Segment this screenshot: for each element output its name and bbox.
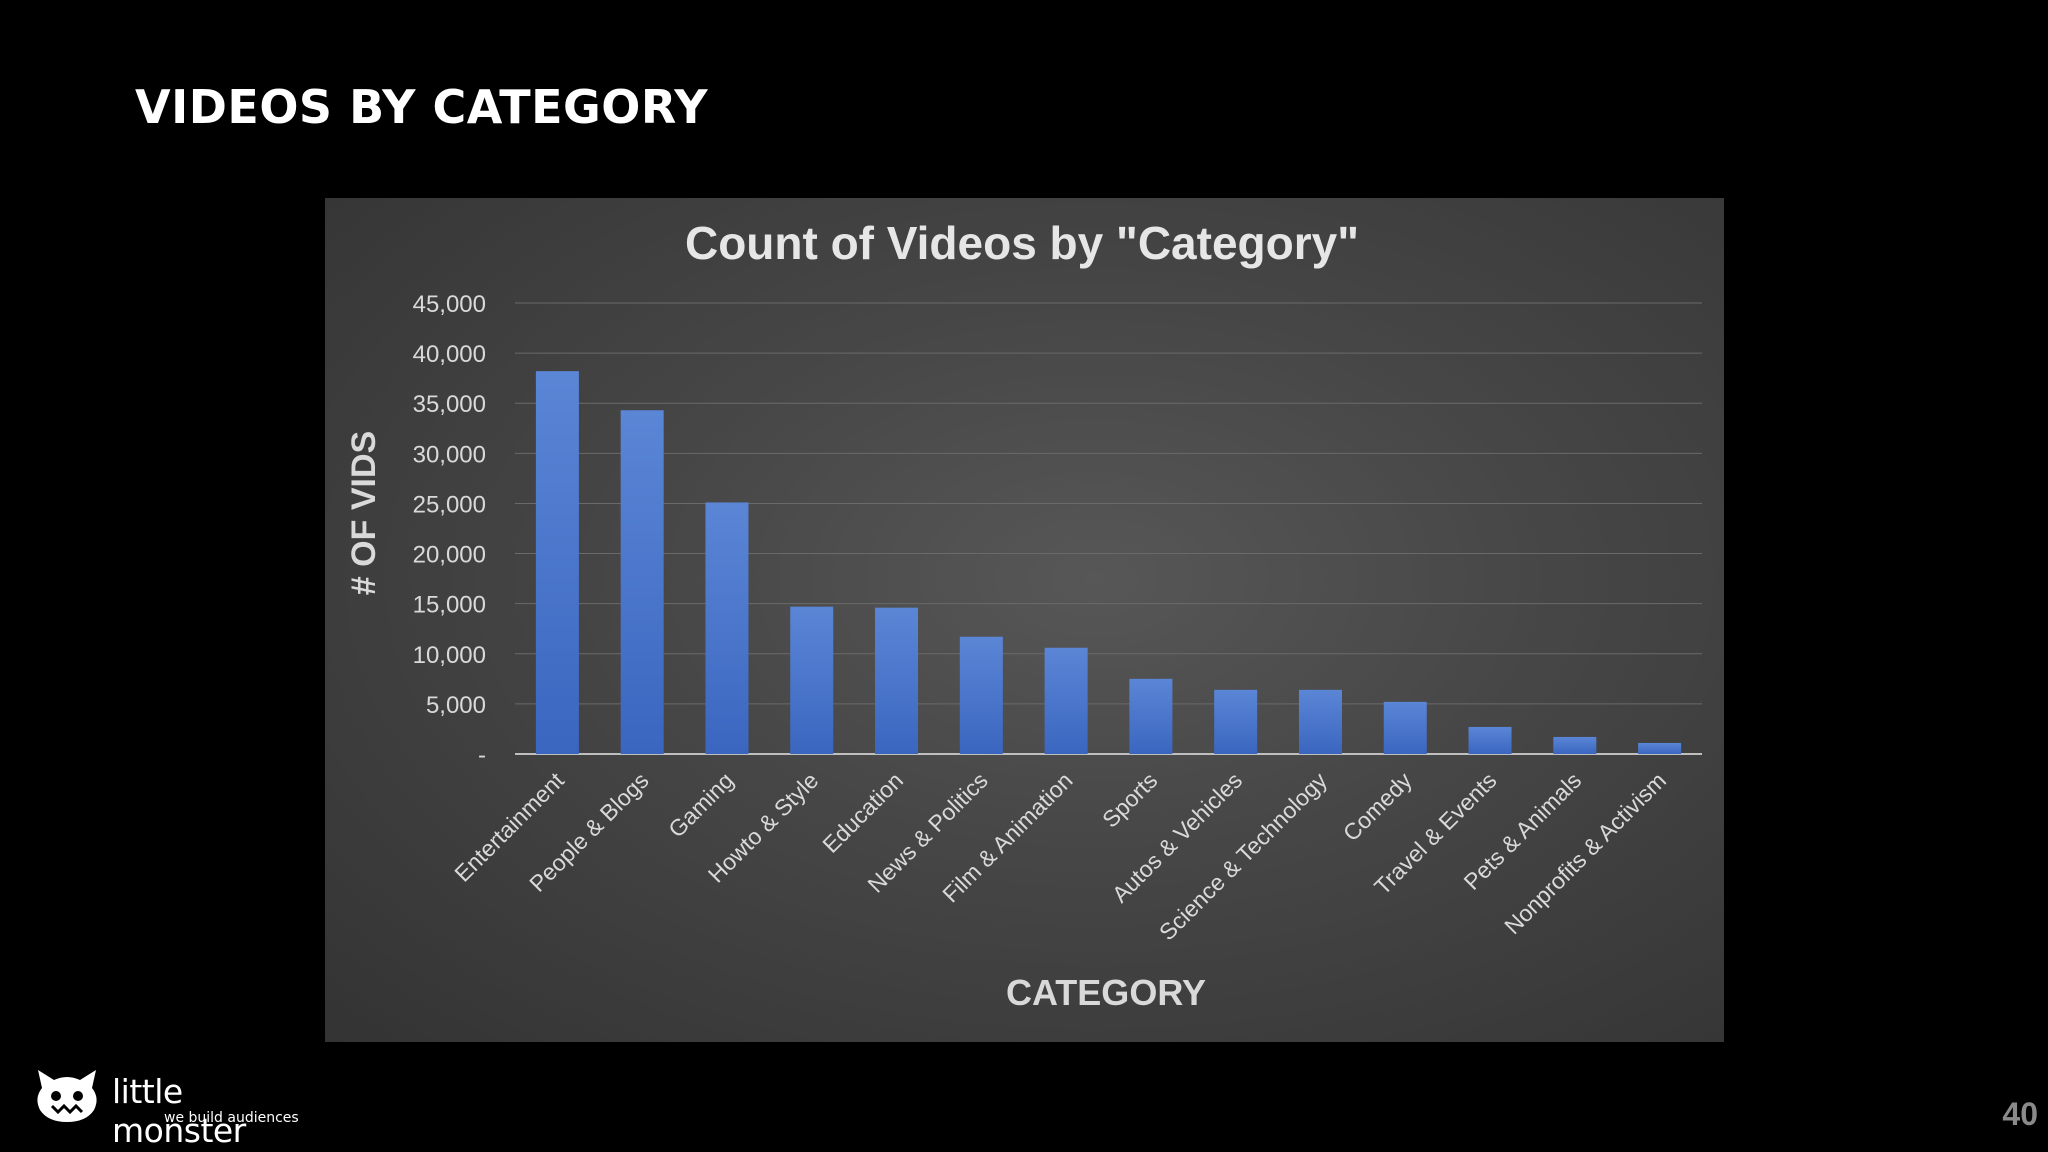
bar [1468,726,1512,754]
x-tick-label: Science & Technology [1154,767,1332,945]
gridlines [515,302,1702,755]
y-tick-label: 5,000 [426,692,486,719]
y-tick-label: 40,000 [413,341,486,368]
y-tick-label: - [478,742,486,769]
x-tick-label: Nonprofits & Activism [1499,767,1671,939]
logo-tagline: we build audiences [164,1110,299,1126]
bar [1214,689,1258,754]
bars [535,371,1682,754]
bar [535,371,579,754]
bar [1129,678,1173,754]
bar [620,410,664,754]
y-tick-label: 15,000 [413,592,486,619]
page-number: 40 [2002,1096,2038,1132]
bar [1383,701,1427,754]
y-tick-label: 30,000 [413,441,486,468]
bar [1298,689,1342,754]
x-tick-label: Gaming [663,767,738,842]
slide-title: VIDEOS BY CATEGORY [135,80,709,134]
y-tick-label: 35,000 [413,391,486,418]
bar [705,502,749,754]
chart-title: Count of Videos by "Category" [685,217,1359,269]
bar [875,607,919,754]
x-axis-label: CATEGORY [1006,972,1206,1013]
bar [1553,736,1597,754]
cat-monster-icon [37,1070,97,1122]
logo: little monster we build audiences [34,1066,314,1150]
bar [790,606,834,754]
bar-chart: Count of Videos by "Category" - 5,000 10,0… [345,217,1702,1013]
y-tick-label: 10,000 [413,642,486,669]
bar [1044,647,1088,754]
y-axis-label: # OF VIDS [345,431,383,595]
y-tick-label: 45,000 [413,291,486,318]
y-axis-ticks: - 5,000 10,000 15,000 20,000 25,000 30,000 35,0… [413,291,486,769]
logo-name: little monster [112,1072,246,1150]
y-tick-label: 20,000 [413,542,486,569]
x-tick-label: Education [817,767,908,858]
bar [1638,742,1682,754]
x-tick-label: Sports [1097,767,1162,832]
chart-panel: Count of Videos by "Category" - 5,000 10,0… [325,198,1724,1042]
x-tick-label: Comedy [1338,767,1417,846]
bar [959,636,1003,754]
y-tick-label: 25,000 [413,491,486,518]
